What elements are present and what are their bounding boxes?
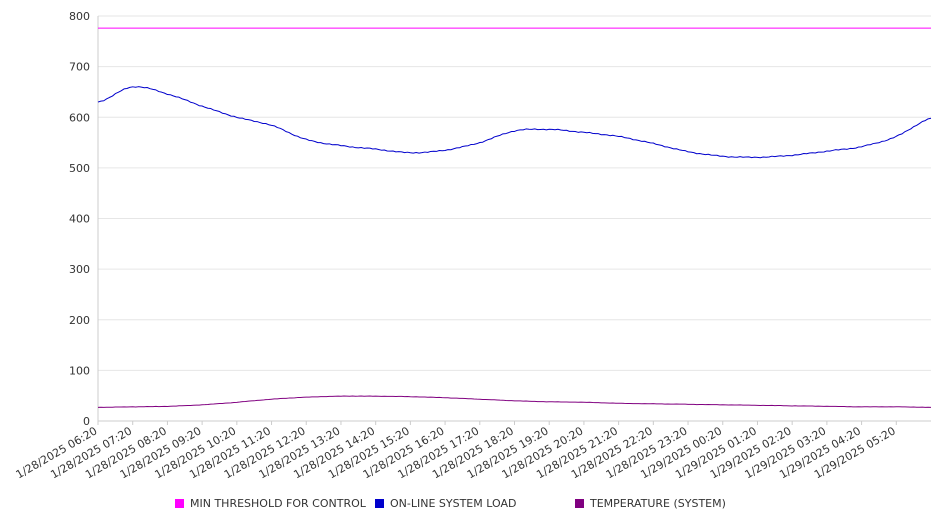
legend-swatch-system-load [375, 499, 384, 508]
grid-layer [98, 15, 931, 422]
legend-swatch-temperature [575, 499, 584, 508]
legend-item-min-threshold[interactable]: MIN THRESHOLD FOR CONTROL [175, 497, 366, 510]
axis-layer [97, 16, 931, 425]
series-line-system-load [97, 86, 932, 159]
legend-label-min-threshold: MIN THRESHOLD FOR CONTROL [190, 497, 366, 510]
y-tick-label: 600 [69, 111, 90, 124]
legend-label-system-load: ON-LINE SYSTEM LOAD [390, 497, 517, 510]
y-tick-label: 800 [69, 10, 90, 23]
y-tick-label: 0 [83, 415, 90, 428]
legend-label-temperature: TEMPERATURE (SYSTEM) [590, 497, 726, 510]
y-tick-label: 400 [69, 213, 90, 226]
y-tick-label: 300 [69, 263, 90, 276]
series-line-temperature [97, 395, 932, 408]
y-tick-label: 100 [69, 364, 90, 377]
legend-swatch-min-threshold [175, 499, 184, 508]
y-tick-label: 700 [69, 61, 90, 74]
y-tick-label: 500 [69, 162, 90, 175]
legend-item-system-load[interactable]: ON-LINE SYSTEM LOAD [375, 497, 516, 510]
series-layer [97, 27, 932, 408]
y-tick-label: 200 [69, 314, 90, 327]
legend: MIN THRESHOLD FOR CONTROL ON-LINE SYSTEM… [0, 497, 946, 515]
legend-item-temperature[interactable]: TEMPERATURE (SYSTEM) [575, 497, 726, 510]
